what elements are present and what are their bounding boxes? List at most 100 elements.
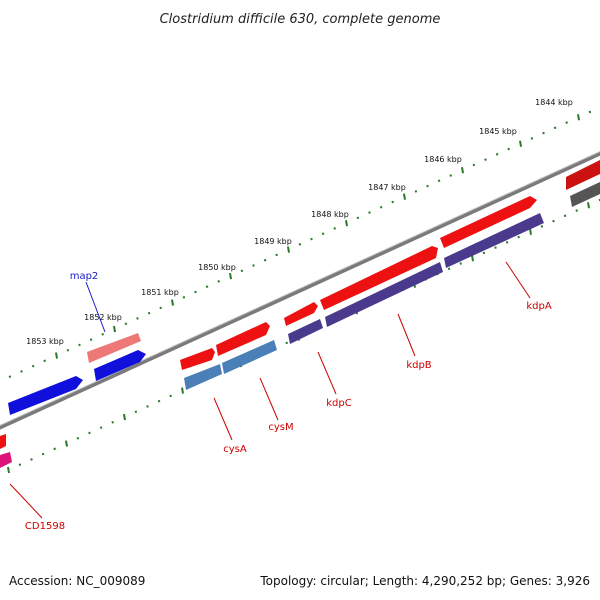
outer-minor-tick [89,338,93,341]
backbone [0,151,600,430]
inner-minor-tick [285,341,288,345]
outer-minor-tick [298,243,302,246]
outer-minor-tick [472,163,476,167]
leader-cysM [259,377,279,421]
feature-kdpC-red [284,302,318,326]
leader-kdpC [317,351,337,395]
feature-magenta [0,452,12,468]
feature-blue-reverse [8,376,83,415]
inner-minor-tick [505,241,509,244]
outer-major-tick [461,167,464,174]
outer-major-tick [171,299,174,306]
outer-minor-tick [565,121,568,124]
tick-label: 1851 kbp [141,288,179,297]
outer-minor-tick [495,153,499,156]
outer-minor-tick [588,110,592,114]
gene-label-cysM: cysM [268,422,293,433]
tick-label: 1852 kbp [84,313,122,322]
inner-minor-tick [540,225,544,228]
tick-label: 1844 kbp [535,98,573,107]
outer-major-tick [403,193,406,200]
feature-red-left-edge [0,434,6,449]
inner-minor-tick [552,219,555,223]
inner-major-tick [123,413,126,421]
gene-label-map2: map2 [70,271,99,282]
outer-minor-tick [310,237,313,241]
forward-features [0,160,600,449]
outer-minor-tick [356,216,360,220]
outer-minor-tick [147,311,151,315]
outer-minor-tick [240,269,244,273]
inner-minor-tick [575,209,578,212]
accession-label: Accession: NC_009089 [9,574,146,588]
tick-label: 1848 kbp [311,210,349,219]
outer-minor-tick [391,200,394,204]
backbone-highlight [0,151,600,426]
outer-minor-tick [20,370,23,373]
outer-minor-tick [426,184,429,188]
outer-minor-tick [43,359,46,363]
inner-minor-tick [146,405,149,408]
outer-minor-tick [449,174,452,177]
leader-map2 [85,281,106,333]
tick-label: 1849 kbp [254,237,292,246]
feature-cysA-red [180,348,215,370]
outer-minor-tick [136,317,139,320]
outer-minor-tick [182,295,186,299]
outer-minor-tick [263,258,267,262]
outer-minor-tick [78,343,81,347]
outer-minor-tick [333,227,336,230]
inner-minor-tick [494,246,497,249]
reverse-features [0,182,600,468]
outer-minor-tick [159,306,162,310]
outer-minor-tick [252,264,255,267]
inner-minor-tick [18,463,22,466]
tick-label: 1847 kbp [368,183,406,192]
inner-major-tick [471,255,474,262]
tick-label: 1846 kbp [424,155,462,164]
feature-kdpA-red [440,196,537,248]
feature-cysM-red [216,322,270,356]
inner-minor-tick [41,452,45,456]
gene-label-cysA: cysA [223,444,247,455]
inner-minor-tick [169,394,172,398]
outer-minor-tick [321,232,325,236]
feature-kdpB-red [320,246,438,310]
leader-cysA [213,397,233,441]
feature-kdpA-purple [444,213,544,268]
inner-minor-tick [459,262,462,265]
gene-label-kdpC: kdpC [326,398,351,409]
outer-minor-tick [379,205,383,209]
inner-major-tick [65,440,68,447]
gene-label-kdpA: kdpA [526,301,551,312]
outer-minor-tick [553,126,557,130]
inner-minor-tick [88,431,91,435]
outer-major-tick [113,325,116,333]
feature-cysA-steel [184,364,222,390]
inner-minor-tick [53,447,56,451]
outer-major-tick [287,246,290,253]
outer-minor-tick [31,364,35,368]
inner-minor-tick [99,426,103,429]
label-leaders [9,261,531,519]
tick-label: 1845 kbp [479,127,517,136]
outer-major-tick [577,114,580,121]
outer-minor-tick [484,158,487,161]
inner-minor-tick [111,421,114,424]
leader-kdpB [397,313,416,357]
topology-label: Topology: circular; Length: 4,290,252 bp… [260,574,590,588]
inner-major-tick [587,202,590,209]
outer-minor-tick [507,147,510,151]
tick-labels: 1853 kbp 1852 kbp 1851 kbp 1850 kbp 1849 kbp… [26,98,573,346]
outer-minor-tick [101,333,104,336]
feature-kdpB-purple [325,262,443,327]
outer-minor-tick [437,179,441,183]
feature-map2-pink [87,333,141,363]
leader-kdpA [505,261,531,299]
outer-minor-tick [205,285,209,288]
outer-tick-track [8,110,592,378]
outer-major-tick [519,140,522,147]
outer-minor-tick [124,322,128,326]
outer-minor-tick [217,280,220,283]
